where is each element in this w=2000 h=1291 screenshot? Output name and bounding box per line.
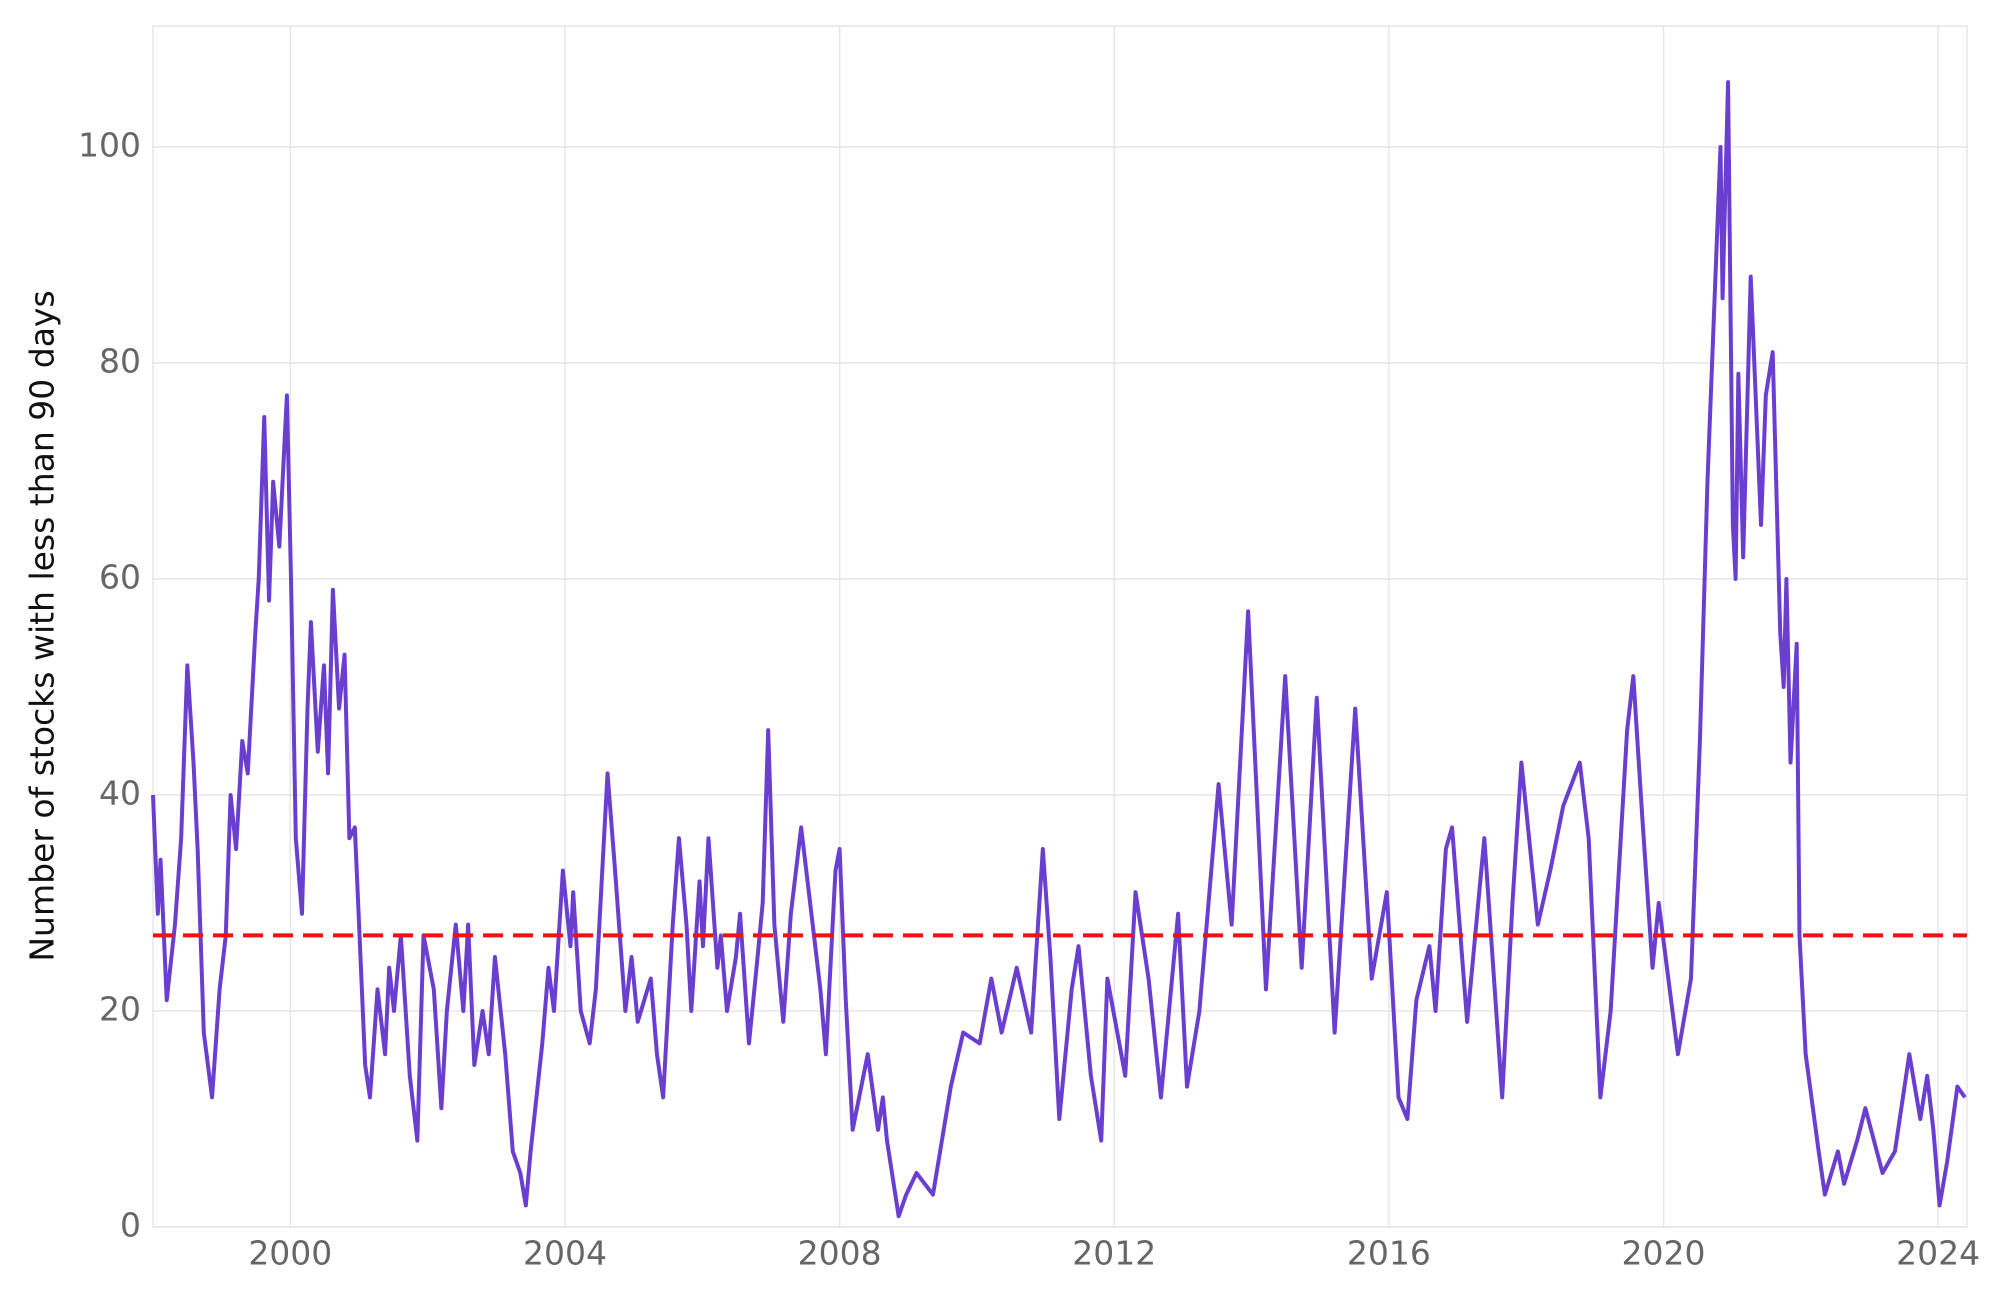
x-tick-label: 2020 bbox=[1622, 1234, 1706, 1273]
x-tick-label: 2024 bbox=[1896, 1234, 1980, 1273]
y-tick-label: 60 bbox=[99, 557, 141, 596]
x-tick-label: 2000 bbox=[248, 1234, 332, 1273]
x-tick-label: 2008 bbox=[798, 1234, 882, 1273]
plot-frame bbox=[152, 25, 1968, 1228]
data-line bbox=[151, 80, 1967, 1219]
x-tick-label: 2016 bbox=[1347, 1234, 1431, 1273]
x-tick-label: 2012 bbox=[1072, 1234, 1156, 1273]
y-tick-label: 80 bbox=[99, 341, 141, 380]
y-tick-label: 40 bbox=[99, 773, 141, 812]
y-axis-label: Number of stocks with less than 90 days bbox=[23, 290, 62, 961]
y-tick-label: 100 bbox=[78, 125, 141, 164]
y-tick-label: 0 bbox=[120, 1206, 141, 1245]
y-tick-label: 20 bbox=[99, 989, 141, 1028]
x-tick-label: 2004 bbox=[523, 1234, 607, 1273]
